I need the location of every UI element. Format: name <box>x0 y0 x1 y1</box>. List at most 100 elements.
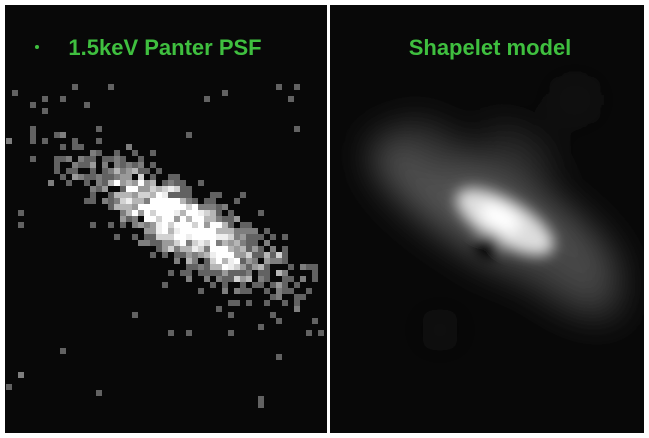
pixel <box>228 222 234 228</box>
pixel <box>96 180 102 186</box>
pixel <box>240 276 246 282</box>
pixel <box>138 192 144 198</box>
pixel <box>186 210 192 216</box>
pixel <box>114 150 120 156</box>
pixel <box>138 162 144 168</box>
pixel <box>174 186 180 192</box>
pixel <box>120 186 126 192</box>
pixel <box>54 162 60 168</box>
pixel <box>222 204 228 210</box>
pixel <box>30 102 36 108</box>
pixel <box>210 210 216 216</box>
pixel <box>264 228 270 234</box>
pixel <box>180 222 186 228</box>
pixel <box>228 300 234 306</box>
pixel <box>198 210 204 216</box>
pixel <box>84 102 90 108</box>
pixel <box>156 222 162 228</box>
pixel <box>210 270 216 276</box>
pixel <box>102 174 108 180</box>
pixel <box>282 258 288 264</box>
pixel <box>54 156 60 162</box>
pixel <box>294 300 300 306</box>
pixel <box>228 240 234 246</box>
pixel <box>150 222 156 228</box>
pixel <box>186 240 192 246</box>
pixel <box>126 162 132 168</box>
pixel <box>252 246 258 252</box>
pixel <box>90 186 96 192</box>
pixel <box>258 282 264 288</box>
pixel <box>240 222 246 228</box>
pixel <box>216 246 222 252</box>
pixel <box>228 312 234 318</box>
pixel <box>126 216 132 222</box>
pixel <box>162 240 168 246</box>
pixel <box>114 180 120 186</box>
pixel <box>186 234 192 240</box>
pixel <box>246 288 252 294</box>
pixel <box>132 234 138 240</box>
pixel <box>204 228 210 234</box>
pixel <box>294 126 300 132</box>
pixel <box>228 258 234 264</box>
pixel <box>180 234 186 240</box>
pixel <box>120 174 126 180</box>
pixel <box>72 84 78 90</box>
pixel <box>60 156 66 162</box>
pixel <box>6 384 12 390</box>
pixel <box>240 258 246 264</box>
pixel <box>72 144 78 150</box>
pixel <box>192 252 198 258</box>
pixel <box>102 168 108 174</box>
pixel <box>216 252 222 258</box>
pixel <box>18 372 24 378</box>
pixel <box>156 240 162 246</box>
pixel <box>258 210 264 216</box>
pixel <box>234 264 240 270</box>
pixel <box>252 228 258 234</box>
pixel <box>252 240 258 246</box>
pixel <box>162 246 168 252</box>
pixel <box>174 240 180 246</box>
pixel <box>258 270 264 276</box>
pixel <box>300 294 306 300</box>
pixel <box>210 240 216 246</box>
pixel <box>216 258 222 264</box>
pixel <box>138 168 144 174</box>
pixel <box>234 288 240 294</box>
pixel <box>204 270 210 276</box>
pixel <box>120 198 126 204</box>
pixel <box>144 240 150 246</box>
pixel <box>186 252 192 258</box>
pixel <box>210 234 216 240</box>
pixel <box>240 282 246 288</box>
pixel <box>234 234 240 240</box>
pixel <box>186 270 192 276</box>
pixel <box>222 264 228 270</box>
pixel <box>258 252 264 258</box>
pixel <box>234 300 240 306</box>
pixel <box>12 90 18 96</box>
pixel <box>192 198 198 204</box>
pixel <box>144 222 150 228</box>
pixel <box>102 156 108 162</box>
pixel <box>234 246 240 252</box>
pixel <box>294 84 300 90</box>
pixel <box>222 222 228 228</box>
pixel <box>108 192 114 198</box>
pixel <box>258 276 264 282</box>
pixel <box>156 204 162 210</box>
pixel <box>168 234 174 240</box>
pixel <box>96 150 102 156</box>
pixel <box>234 270 240 276</box>
pixel <box>204 264 210 270</box>
pixel <box>246 270 252 276</box>
pixel <box>72 138 78 144</box>
pixel <box>282 288 288 294</box>
pixel <box>252 252 258 258</box>
pixel <box>150 150 156 156</box>
pixel <box>144 168 150 174</box>
pixel <box>84 174 90 180</box>
